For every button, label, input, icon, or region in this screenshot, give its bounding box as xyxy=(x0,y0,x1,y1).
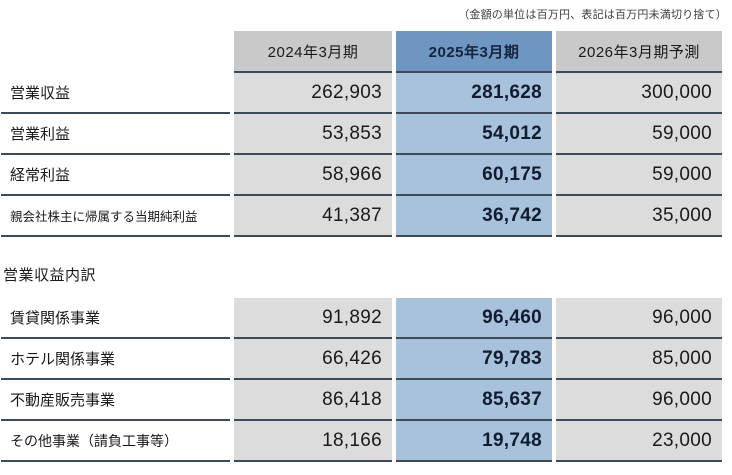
value-hotel-2025: 79,783 xyxy=(396,339,552,380)
value-operating-revenue-2026: 300,000 xyxy=(556,73,722,114)
header-fy2024: 2024年3月期 xyxy=(234,31,392,73)
value-operating-revenue-2024: 262,903 xyxy=(234,73,392,114)
value-leasing-2025: 96,460 xyxy=(396,298,552,339)
value-other-2026: 23,000 xyxy=(556,421,722,462)
value-ordinary-profit-2024: 58,966 xyxy=(234,155,392,196)
value-operating-revenue-2025: 281,628 xyxy=(396,73,552,114)
value-net-income-2026: 35,000 xyxy=(556,196,722,237)
row-label-operating-profit: 営業利益 xyxy=(1,114,230,155)
row-label-ordinary-profit: 経常利益 xyxy=(1,155,230,196)
row-label-other-business: その他事業（請負工事等） xyxy=(1,421,230,462)
unit-note: （金額の単位は百万円、表記は百万円未満切り捨て） xyxy=(458,9,727,21)
value-ordinary-profit-2026: 59,000 xyxy=(556,155,722,196)
summary-table: 2024年3月期 2025年3月期 2026年3月期予測 営業収益 262,90… xyxy=(1,31,732,237)
value-real-estate-2026: 96,000 xyxy=(556,380,722,421)
row-label-net-income: 親会社株主に帰属する当期純利益 xyxy=(1,196,230,237)
row-label-leasing-business: 賃貸関係事業 xyxy=(1,298,230,339)
value-leasing-2024: 91,892 xyxy=(234,298,392,339)
value-other-2025: 19,748 xyxy=(396,421,552,462)
value-real-estate-2025: 85,637 xyxy=(396,380,552,421)
value-operating-profit-2025: 54,012 xyxy=(396,114,552,155)
value-net-income-2024: 41,387 xyxy=(234,196,392,237)
header-fy2025: 2025年3月期 xyxy=(396,31,552,73)
row-label-hotel-business: ホテル関係事業 xyxy=(1,339,230,380)
value-other-2024: 18,166 xyxy=(234,421,392,462)
value-operating-profit-2024: 53,853 xyxy=(234,114,392,155)
value-operating-profit-2026: 59,000 xyxy=(556,114,722,155)
row-label-operating-revenue: 営業収益 xyxy=(1,73,230,114)
header-blank-cell xyxy=(1,31,230,73)
section-title-revenue-breakdown: 営業収益内訳 xyxy=(3,267,97,284)
value-ordinary-profit-2025: 60,175 xyxy=(396,155,552,196)
breakdown-table: 賃貸関係事業 91,892 96,460 96,000 ホテル関係事業 66,4… xyxy=(1,298,732,462)
value-hotel-2024: 66,426 xyxy=(234,339,392,380)
value-net-income-2025: 36,742 xyxy=(396,196,552,237)
header-fy2026-forecast: 2026年3月期予測 xyxy=(556,31,722,73)
row-label-real-estate-sales-business: 不動産販売事業 xyxy=(1,380,230,421)
value-hotel-2026: 85,000 xyxy=(556,339,722,380)
value-real-estate-2024: 86,418 xyxy=(234,380,392,421)
value-leasing-2026: 96,000 xyxy=(556,298,722,339)
